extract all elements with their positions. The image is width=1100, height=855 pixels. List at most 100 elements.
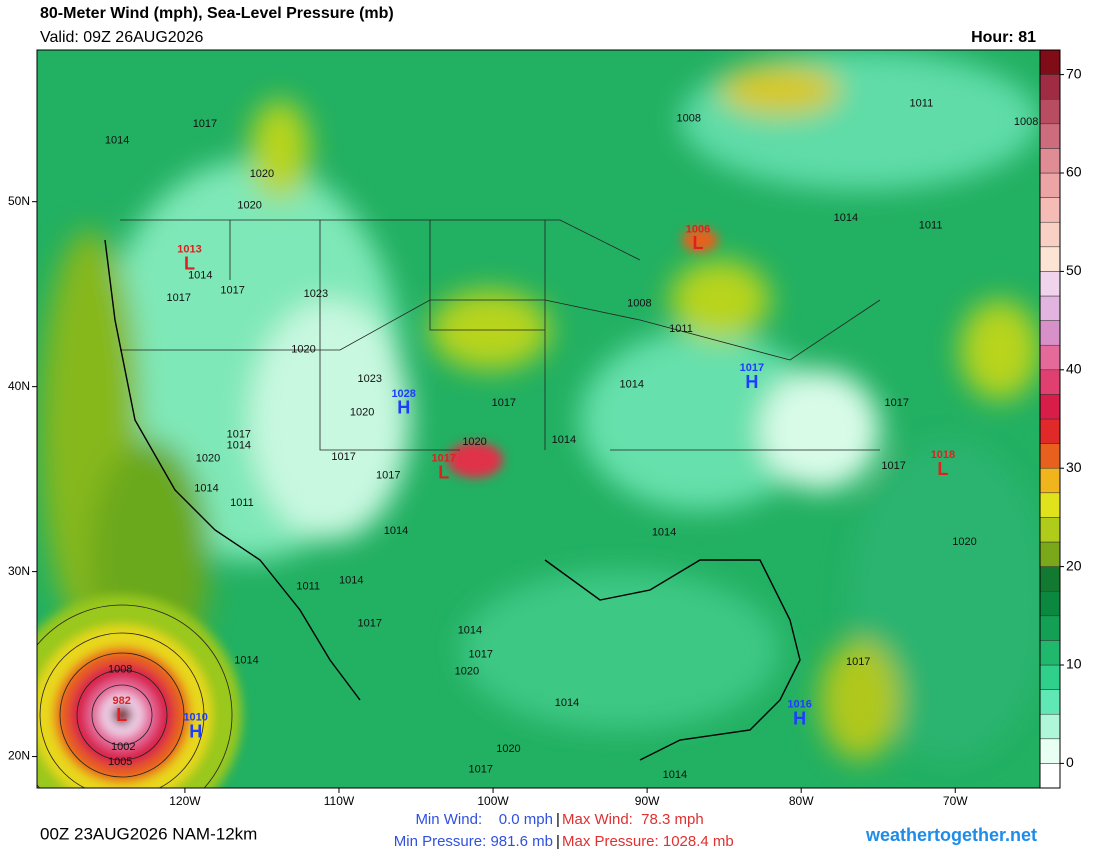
isobar-label: 1014 [458,625,482,637]
lon-label: 80W [789,794,814,808]
isobar-label: 1023 [304,288,328,300]
colorbar-swatch [1039,763,1061,789]
colorbar-swatch [1039,615,1061,641]
isobar-label: 1020 [250,168,274,180]
pressure-center: H [745,372,758,392]
isobar-label: 1014 [652,527,676,539]
pressure-center-value: 1018 [931,449,955,461]
colorbar-label: 40 [1066,361,1082,377]
pressure-center: L [116,705,127,725]
colorbar-swatch [1039,689,1061,715]
isobar-label: 1014 [552,434,576,446]
pressure-center-value: 1017 [740,362,764,374]
colorbar-swatch [1039,664,1061,690]
pressure-center-value: 1010 [183,712,207,724]
colorbar-label: 50 [1066,262,1082,278]
colorbar-swatch [1039,98,1061,125]
isobar-label: 1017 [220,284,244,296]
colorbar-swatch [1039,271,1061,297]
pressure-center: H [793,708,806,728]
colorbar-label: 60 [1066,164,1082,180]
lon-label: 110W [324,794,355,808]
isobar-label: 1014 [227,440,251,452]
colorbar-swatch [1039,566,1061,592]
colorbar-swatch [1039,443,1061,469]
isobar-label: 1014 [105,135,129,147]
colorbar-label: 20 [1066,557,1082,573]
pressure-center-value: 982 [113,695,131,707]
isobar-label: 1008 [627,297,651,309]
lon-label: 70W [943,794,968,808]
forecast-hour: Hour: 81 [971,29,1036,46]
isobar-label: 1017 [227,429,251,441]
site-credit[interactable]: weathertogether.net [865,825,1037,845]
isobar-label: 1017 [468,649,492,661]
colorbar-swatch [1039,74,1061,100]
valid-time: Valid: 09Z 26AUG2026 [40,29,203,46]
colorbar-swatch [1039,221,1061,248]
isobar-label: 1011 [230,497,254,509]
pressure-center: L [692,233,703,253]
colorbar-swatch [1039,467,1061,494]
colorbar-swatch [1039,197,1061,223]
isobar-label: 1020 [455,665,479,677]
isobar-label: 1020 [952,536,976,548]
isobar-label: 1017 [884,397,908,409]
isobar-label: 1008 [108,664,132,676]
isobar-label: 1011 [919,220,943,232]
model-run: 00Z 23AUG2026 NAM-12km [40,824,257,843]
isobar-label: 1017 [331,451,355,463]
pressure-center: L [937,459,948,479]
colorbar-swatch [1039,320,1061,346]
separator: | [556,833,560,850]
lon-label: 120W [169,794,201,808]
colorbar-swatch [1039,123,1061,149]
isobar-label: 1014 [663,769,687,781]
colorbar-swatch [1039,295,1061,321]
isobar-label: 1011 [910,98,934,110]
colorbar-swatch [1039,49,1061,75]
isobar-label: 1017 [193,118,217,130]
max-pressure: Max Pressure: 1028.4 mb [562,833,734,850]
isobar-label: 1011 [669,323,693,335]
isobar-label: 1020 [496,743,520,755]
isobar-label: 1014 [555,697,579,709]
isobar-label: 1008 [1014,116,1038,128]
isobar-label: 1017 [376,469,400,481]
colorbar-swatch [1039,418,1061,444]
min-wind: Min Wind: 0.0 mph [415,811,553,828]
lat-label: 50N [8,194,30,208]
isobar-label: 1023 [358,373,382,385]
isobar-label: 1014 [234,654,258,666]
isobar-label: 1011 [296,580,320,592]
isobar-label: 1008 [676,112,700,124]
lon-label: 100W [477,794,509,808]
map-title: 80-Meter Wind (mph), Sea-Level Pressure … [40,5,394,22]
colorbar-frame [1039,49,1061,789]
map-field [37,50,1040,788]
isobar-label: 1014 [339,575,363,587]
separator: | [556,811,560,828]
isobar-label: 1005 [108,756,132,768]
colorbar-swatch [1039,517,1061,543]
colorbar-swatch [1039,590,1061,617]
isobar-label: 1017 [492,397,516,409]
pressure-center: H [397,398,410,418]
lat-label: 40N [8,379,30,393]
pressure-center-value: 1028 [391,388,415,400]
isobar-label: 1014 [834,212,858,224]
isobar-label: 1020 [462,436,486,448]
pressure-center-value: 1016 [787,699,811,711]
isobar-label: 1014 [384,525,408,537]
pressure-center-value: 1006 [686,223,710,235]
lat-label: 30N [8,564,30,578]
colorbar-swatch [1039,148,1061,174]
colorbar-swatch [1039,738,1061,764]
pressure-center-value: 1013 [177,244,201,256]
colorbar-swatch [1039,394,1061,420]
colorbar-swatch [1039,713,1061,740]
colorbar-swatch [1039,369,1061,395]
pressure-center: L [184,253,195,273]
isobar-label: 1020 [291,344,315,356]
